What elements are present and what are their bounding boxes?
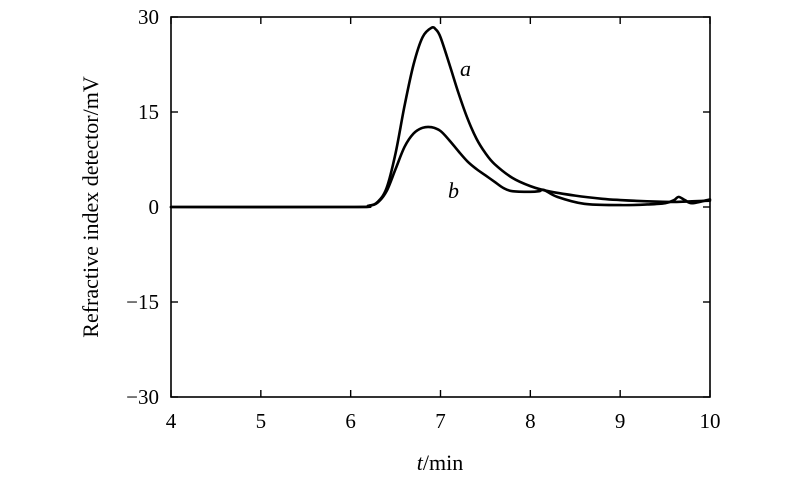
series-label-b: b <box>448 178 459 203</box>
y-tick-label: 30 <box>138 5 159 29</box>
x-tick-label: 10 <box>700 409 721 433</box>
series-label-a: a <box>460 56 471 81</box>
axis-ticks <box>170 16 711 398</box>
series-line-a <box>169 26 712 209</box>
y-tick-label: 0 <box>149 195 160 219</box>
y-tick-label: 15 <box>138 100 159 124</box>
y-tick-label: −30 <box>126 385 159 409</box>
y-tick-label: −15 <box>126 290 159 314</box>
series-curves <box>169 26 712 209</box>
x-tick-label: 8 <box>525 409 536 433</box>
x-axis-label-var: t <box>417 450 424 475</box>
x-axis-label: t/min <box>417 450 463 475</box>
x-tick-label: 7 <box>435 409 446 433</box>
x-tick-label: 5 <box>256 409 267 433</box>
y-tick-labels: 30 15 0 −15 −30 <box>126 5 159 409</box>
x-tick-labels: 4 5 6 7 8 9 10 <box>166 409 721 433</box>
x-axis-label-unit: /min <box>423 450 463 475</box>
x-tick-label: 4 <box>166 409 177 433</box>
y-axis-label: Refractive index detector/mV <box>78 76 103 338</box>
series-line-b <box>169 125 712 209</box>
x-tick-label: 6 <box>345 409 356 433</box>
x-tick-label: 9 <box>615 409 626 433</box>
